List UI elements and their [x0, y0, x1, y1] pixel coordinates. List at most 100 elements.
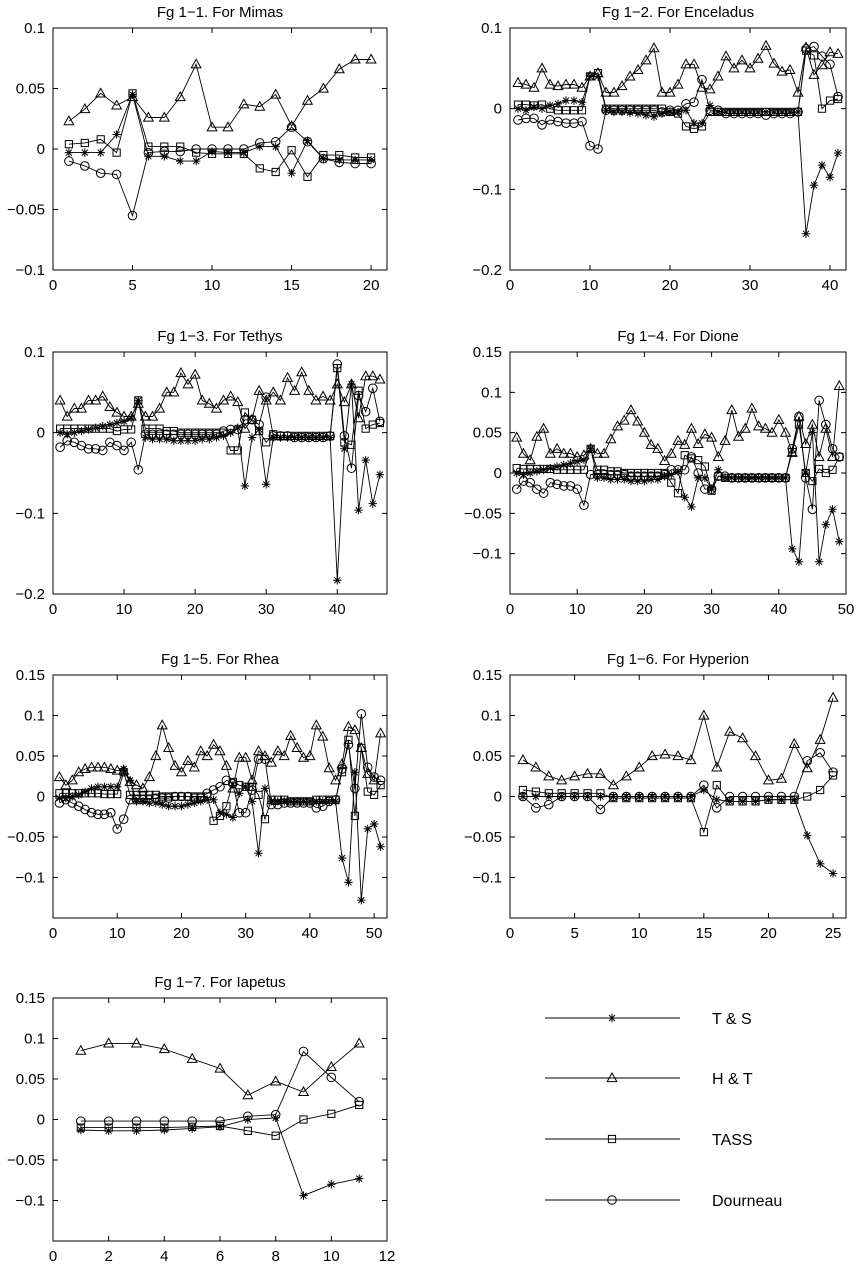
legend-marker [607, 1134, 617, 1144]
data-point [242, 1089, 254, 1100]
data-point [667, 470, 676, 479]
data-point [272, 745, 284, 756]
data-point [344, 878, 353, 887]
series-circle [511, 395, 845, 515]
data-point [150, 793, 161, 803]
data-point [375, 416, 385, 427]
data-point [337, 764, 347, 774]
data-point [190, 429, 200, 440]
y-tick-label: 0.15 [473, 667, 502, 684]
data-point [281, 371, 294, 382]
data-point [704, 83, 716, 94]
data-point [544, 789, 553, 798]
data-point [638, 426, 651, 437]
data-point [769, 108, 779, 119]
data-point [800, 437, 812, 449]
data-point [711, 803, 722, 813]
data-point [311, 803, 322, 813]
data-point [816, 785, 825, 795]
data-point [828, 869, 838, 878]
data-point [366, 155, 376, 165]
data-point [75, 1044, 87, 1055]
data-point [579, 500, 589, 511]
data-point [641, 105, 651, 116]
data-point [777, 108, 787, 119]
data-point [278, 749, 290, 761]
data-point [103, 1037, 115, 1048]
data-point [331, 797, 340, 806]
x-tick-label: 12 [379, 1248, 396, 1265]
data-point [212, 433, 221, 442]
data-point [331, 795, 340, 804]
series-line [517, 44, 839, 95]
data-point [228, 778, 238, 789]
data-point [324, 796, 334, 807]
data-point [243, 1111, 253, 1122]
data-point [323, 762, 335, 773]
x-tick-label: 15 [283, 277, 300, 294]
data-point [524, 454, 536, 465]
data-point [700, 484, 710, 494]
data-point [633, 476, 642, 486]
data-point [126, 413, 136, 423]
data-point [576, 81, 588, 92]
data-point [158, 111, 170, 122]
data-point [375, 775, 386, 786]
data-point [262, 438, 271, 447]
data-point [303, 136, 312, 145]
data-point [254, 100, 266, 111]
data-point [537, 100, 547, 109]
data-point [111, 406, 123, 417]
data-point [160, 142, 169, 151]
data-point [747, 473, 757, 483]
data-point [144, 152, 153, 161]
x-tick-label: 4 [160, 1248, 168, 1265]
data-point [318, 795, 327, 804]
data-point [581, 767, 594, 778]
data-point [794, 411, 804, 422]
data-point [344, 735, 353, 744]
data-point [531, 787, 540, 796]
data-point [305, 798, 315, 808]
data-point [232, 395, 244, 407]
data-point [640, 476, 649, 486]
subplot-2: Fg 1−2. For Enceladus 0 10 20 30 40 −0.2 −0.1 0 0… [472, 4, 847, 294]
series-line [522, 775, 834, 834]
data-point [659, 469, 670, 480]
data-point [665, 105, 675, 116]
data-point [83, 444, 94, 454]
data-point [646, 475, 656, 484]
data-point [195, 745, 207, 756]
series-star [513, 72, 843, 238]
data-point [750, 791, 761, 802]
data-point [266, 799, 277, 810]
data-point [665, 447, 677, 458]
data-point [151, 798, 160, 808]
data-point [592, 469, 603, 480]
data-point [599, 473, 609, 483]
data-point [578, 449, 590, 460]
data-point [327, 1180, 336, 1189]
data-point [626, 471, 636, 482]
data-point [141, 433, 150, 442]
data-point [220, 759, 233, 770]
y-tick-label: 0.15 [16, 990, 45, 1007]
data-point [183, 436, 193, 445]
data-point [606, 475, 615, 484]
data-point [619, 469, 630, 480]
data-point [744, 62, 756, 73]
data-point [719, 434, 731, 445]
data-point [815, 859, 825, 868]
data-point [303, 172, 312, 181]
data-point [228, 813, 238, 822]
data-point [182, 754, 194, 765]
data-point [343, 739, 354, 750]
data-point [74, 790, 83, 800]
data-point [104, 400, 116, 411]
data-point [271, 1113, 280, 1123]
data-point [87, 789, 96, 798]
data-point [356, 709, 367, 719]
data-point [828, 465, 837, 474]
data-point [188, 1122, 197, 1131]
data-point [687, 502, 696, 512]
